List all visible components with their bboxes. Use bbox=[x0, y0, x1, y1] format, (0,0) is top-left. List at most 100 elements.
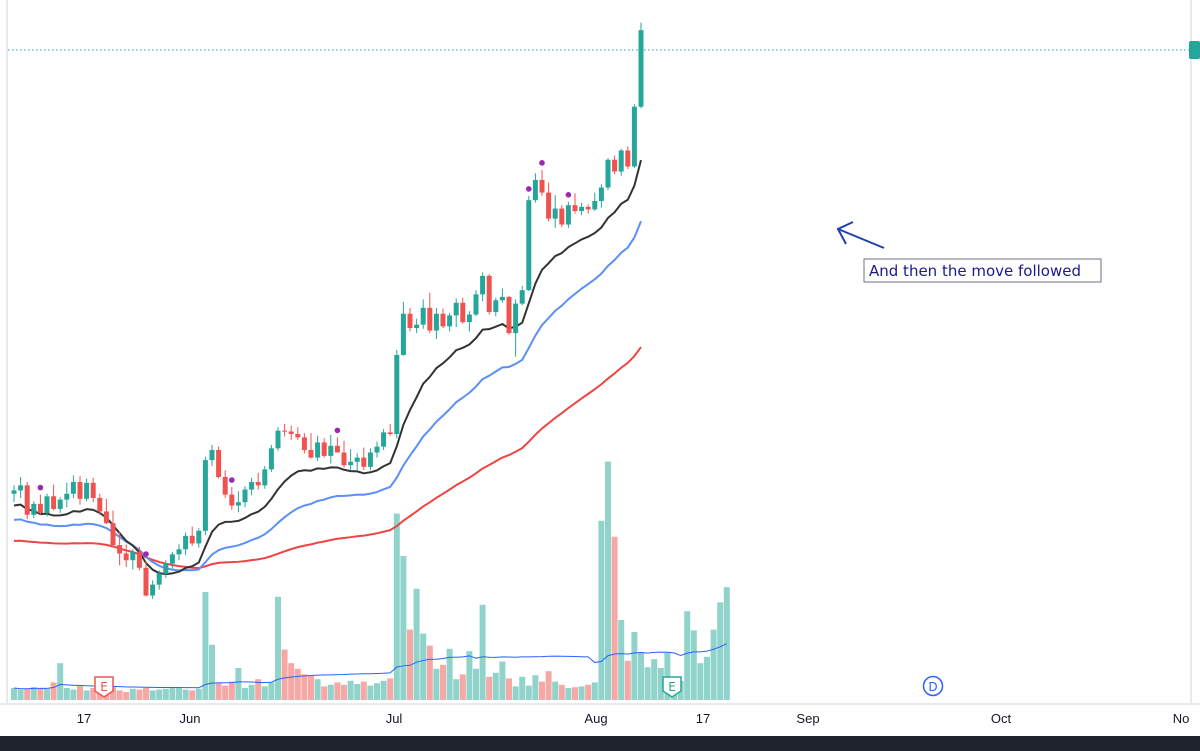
x-axis-tick-label: No bbox=[1173, 711, 1190, 726]
candle-body bbox=[559, 208, 565, 225]
candle bbox=[552, 195, 558, 228]
candle-body bbox=[315, 442, 321, 458]
x-axis-tick-label: 17 bbox=[696, 711, 710, 726]
candle-body bbox=[222, 476, 228, 495]
candle bbox=[625, 146, 631, 170]
candle-body bbox=[466, 314, 472, 323]
volume-bar bbox=[545, 671, 552, 700]
candle bbox=[216, 446, 222, 479]
candle-body bbox=[77, 481, 83, 499]
candle bbox=[37, 494, 43, 515]
candle bbox=[51, 484, 57, 511]
volume-bar bbox=[123, 692, 130, 700]
volume-bar bbox=[202, 592, 209, 700]
volume-bar bbox=[235, 668, 242, 700]
candle-body bbox=[328, 445, 334, 456]
volume-bar bbox=[400, 556, 407, 700]
annotation: And then the move followed bbox=[836, 221, 1102, 283]
event-badge-label: E bbox=[668, 680, 676, 694]
candle-body bbox=[546, 192, 552, 219]
candle-body bbox=[103, 511, 109, 524]
volume-bar bbox=[321, 686, 328, 700]
candle-body bbox=[400, 313, 406, 355]
volume-bar bbox=[459, 674, 466, 700]
candle-body bbox=[453, 302, 459, 316]
candle-body bbox=[433, 313, 439, 331]
volume-bar bbox=[466, 651, 473, 700]
volume-bar bbox=[176, 688, 182, 700]
candle bbox=[546, 182, 552, 222]
candle-body bbox=[18, 485, 24, 491]
candle bbox=[24, 481, 30, 520]
candle bbox=[473, 290, 479, 317]
candle bbox=[295, 427, 301, 440]
volume-bar bbox=[182, 689, 189, 700]
candle bbox=[341, 440, 347, 468]
candle bbox=[532, 173, 538, 203]
pivot-marker bbox=[143, 551, 149, 557]
candle bbox=[169, 551, 175, 569]
candle-body bbox=[57, 499, 63, 509]
candle-body bbox=[348, 461, 354, 466]
candle-body bbox=[130, 551, 136, 561]
candle bbox=[90, 477, 96, 503]
volume-bar bbox=[552, 681, 559, 700]
volume-bar bbox=[611, 536, 618, 700]
volume-ma-line bbox=[13, 643, 728, 690]
candle-body bbox=[414, 324, 420, 329]
candle bbox=[348, 449, 354, 471]
candle-body bbox=[196, 530, 202, 544]
pivot-marker bbox=[334, 427, 341, 434]
candle bbox=[189, 526, 195, 546]
candle-body bbox=[381, 432, 387, 447]
volume-bar bbox=[420, 633, 427, 700]
candle bbox=[572, 193, 578, 214]
candle-body bbox=[11, 490, 17, 494]
candle bbox=[605, 158, 611, 191]
candle-body bbox=[31, 503, 37, 515]
volume-bar bbox=[426, 645, 433, 700]
candle-body bbox=[37, 503, 43, 514]
event-badge-shape bbox=[94, 676, 114, 698]
candle bbox=[163, 560, 169, 578]
candle bbox=[579, 202, 585, 216]
volume-bar bbox=[169, 687, 176, 700]
candle bbox=[565, 201, 571, 228]
volume-bar bbox=[360, 681, 367, 700]
dividend-event-icon: D bbox=[922, 675, 944, 697]
volume-bar bbox=[558, 684, 565, 700]
volume-bar bbox=[63, 688, 70, 700]
volume-bar bbox=[162, 688, 169, 700]
candle-body bbox=[156, 573, 162, 585]
volume-bar bbox=[565, 688, 572, 700]
pivot-marker bbox=[229, 477, 235, 483]
volume-bar bbox=[690, 630, 697, 700]
candle-body bbox=[301, 437, 307, 451]
volume-bar bbox=[374, 683, 380, 700]
ma-slow-line bbox=[13, 346, 642, 570]
candle-body bbox=[506, 296, 512, 334]
volume-bar bbox=[90, 688, 97, 700]
candle-body bbox=[44, 496, 50, 514]
candle-body bbox=[592, 200, 598, 210]
volume-bar bbox=[341, 684, 347, 700]
candle-body bbox=[539, 179, 545, 193]
candle bbox=[176, 544, 182, 561]
volume-bar bbox=[572, 687, 578, 700]
candle bbox=[585, 204, 591, 214]
volume-bar bbox=[37, 688, 44, 700]
candle-body bbox=[84, 482, 90, 499]
volume-bar bbox=[215, 683, 222, 700]
candle-body bbox=[519, 290, 525, 304]
candle-body bbox=[275, 430, 281, 449]
volume-bar bbox=[453, 679, 460, 700]
volume-bar bbox=[473, 668, 479, 700]
candle bbox=[110, 510, 116, 547]
candle bbox=[64, 482, 70, 508]
volume-bar bbox=[380, 680, 387, 700]
candle bbox=[196, 528, 202, 548]
candle bbox=[308, 433, 314, 459]
candle bbox=[367, 448, 373, 471]
candle bbox=[480, 272, 486, 302]
